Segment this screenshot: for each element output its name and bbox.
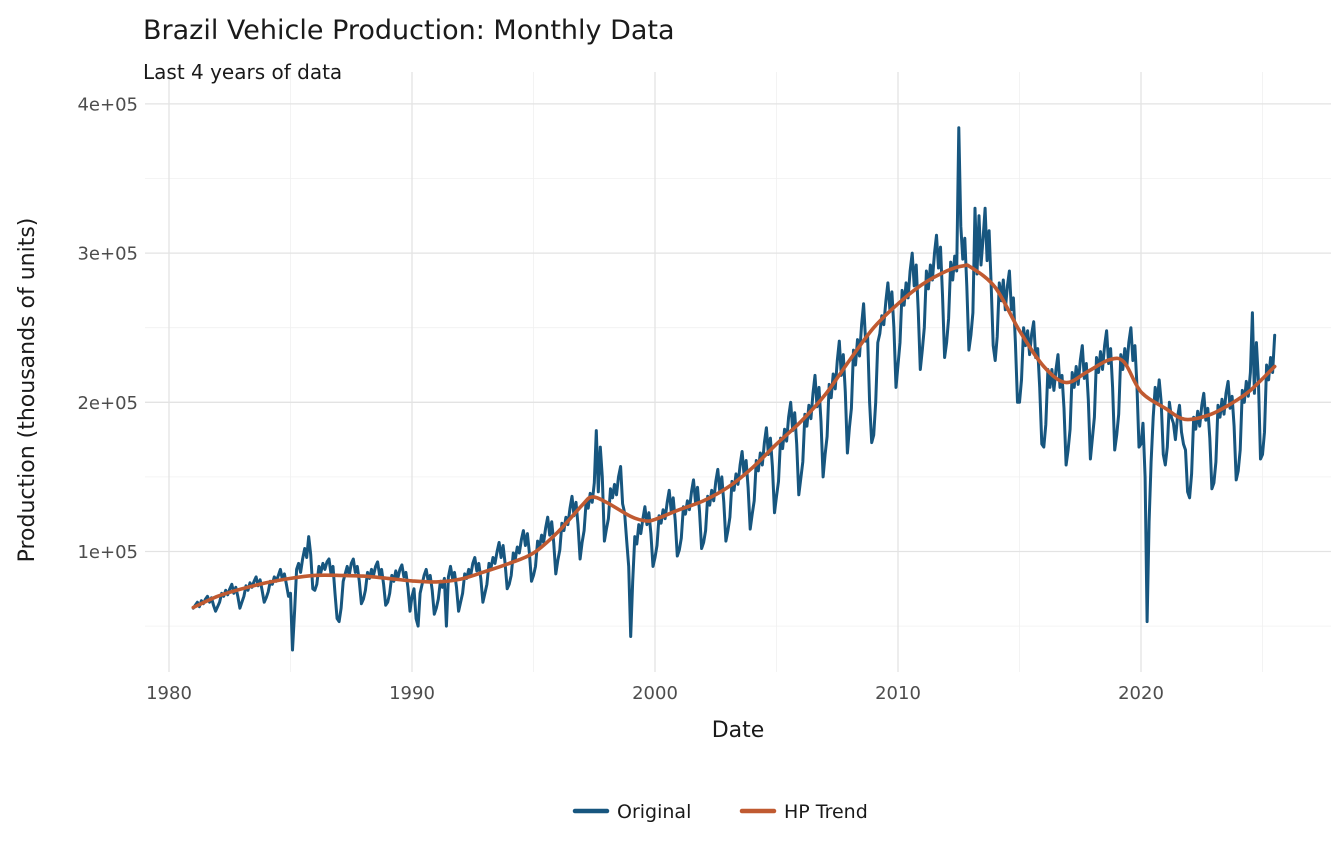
x-tick-label: 2020 bbox=[1118, 683, 1164, 704]
chart-subtitle: Last 4 years of data bbox=[143, 60, 342, 84]
y-tick-label: 2e+05 bbox=[77, 393, 138, 414]
y-tick-label: 3e+05 bbox=[77, 244, 138, 265]
y-tick-label: 4e+05 bbox=[77, 94, 138, 115]
hp-trend-line bbox=[191, 263, 1277, 610]
y-axis-title: Production (thousands of units) bbox=[15, 218, 40, 563]
series-layer bbox=[191, 126, 1277, 652]
chart-title: Brazil Vehicle Production: Monthly Data bbox=[143, 15, 675, 46]
y-tick-label: 1e+05 bbox=[77, 542, 138, 563]
tick-labels: 1e+05 2e+05 3e+05 4e+05 1980 1990 2000 2010 2020 bbox=[77, 94, 1163, 704]
legend-label-trend: HP Trend bbox=[784, 801, 868, 823]
x-tick-label: 1990 bbox=[389, 683, 435, 704]
x-tick-label: 1980 bbox=[146, 683, 192, 704]
legend-label-original: Original bbox=[617, 801, 691, 823]
grid-major-lines bbox=[145, 72, 1331, 672]
x-axis-title: Date bbox=[712, 718, 765, 743]
x-tick-label: 2010 bbox=[875, 683, 921, 704]
original-series-line bbox=[191, 126, 1277, 652]
grid-minor-lines bbox=[145, 72, 1331, 672]
x-tick-label: 2000 bbox=[632, 683, 678, 704]
legend: Original HP Trend bbox=[572, 801, 868, 823]
